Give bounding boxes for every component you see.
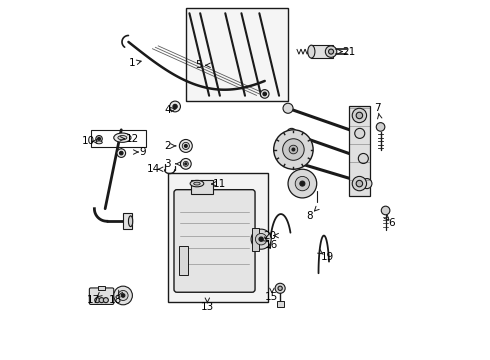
FancyBboxPatch shape bbox=[174, 190, 255, 292]
Circle shape bbox=[275, 283, 285, 293]
Circle shape bbox=[173, 104, 177, 109]
Bar bbox=[311, 45, 333, 58]
Bar bbox=[179, 246, 188, 275]
Circle shape bbox=[358, 153, 368, 163]
Circle shape bbox=[278, 286, 282, 291]
Bar bbox=[276, 301, 284, 307]
Text: 15: 15 bbox=[265, 292, 278, 302]
Circle shape bbox=[292, 148, 295, 151]
Circle shape bbox=[283, 139, 304, 160]
Circle shape bbox=[255, 233, 267, 245]
Text: 14: 14 bbox=[147, 164, 160, 174]
Circle shape bbox=[98, 137, 100, 140]
Circle shape bbox=[179, 139, 192, 152]
Circle shape bbox=[274, 130, 313, 169]
Bar bbox=[252, 228, 259, 251]
Ellipse shape bbox=[308, 45, 315, 58]
Text: 16: 16 bbox=[265, 239, 278, 249]
Ellipse shape bbox=[190, 180, 204, 187]
Circle shape bbox=[183, 161, 188, 166]
Circle shape bbox=[180, 158, 191, 169]
Text: 5: 5 bbox=[195, 60, 202, 70]
Circle shape bbox=[300, 181, 305, 186]
Circle shape bbox=[376, 123, 385, 131]
Circle shape bbox=[251, 229, 271, 249]
Text: 4: 4 bbox=[165, 105, 171, 115]
Circle shape bbox=[287, 129, 296, 138]
Circle shape bbox=[356, 180, 363, 187]
Bar bbox=[91, 130, 147, 147]
Circle shape bbox=[99, 298, 104, 303]
Circle shape bbox=[185, 163, 187, 165]
Circle shape bbox=[288, 169, 317, 198]
Circle shape bbox=[352, 176, 367, 191]
Circle shape bbox=[95, 298, 100, 303]
Text: 13: 13 bbox=[201, 302, 214, 312]
Ellipse shape bbox=[96, 141, 102, 144]
Circle shape bbox=[184, 144, 187, 147]
Circle shape bbox=[263, 92, 267, 96]
Circle shape bbox=[182, 142, 190, 149]
Circle shape bbox=[289, 145, 298, 154]
Bar bbox=[123, 213, 132, 229]
Circle shape bbox=[96, 135, 102, 142]
Circle shape bbox=[170, 101, 180, 112]
Circle shape bbox=[355, 129, 365, 138]
Circle shape bbox=[352, 108, 367, 123]
Text: 18: 18 bbox=[109, 295, 122, 305]
Ellipse shape bbox=[194, 182, 200, 185]
Circle shape bbox=[103, 298, 108, 303]
Text: 10: 10 bbox=[81, 136, 95, 146]
Circle shape bbox=[329, 49, 334, 54]
Text: 20: 20 bbox=[263, 231, 276, 240]
Text: 12: 12 bbox=[125, 134, 139, 144]
Text: 11: 11 bbox=[213, 179, 226, 189]
Circle shape bbox=[122, 294, 125, 297]
Bar bbox=[349, 107, 370, 196]
Circle shape bbox=[295, 176, 310, 191]
Circle shape bbox=[120, 151, 123, 155]
Bar bbox=[186, 8, 288, 101]
Text: 21: 21 bbox=[343, 46, 356, 57]
Text: 1: 1 bbox=[129, 58, 135, 68]
Ellipse shape bbox=[128, 216, 133, 226]
Circle shape bbox=[117, 149, 125, 157]
Text: 8: 8 bbox=[306, 211, 313, 221]
Text: 17: 17 bbox=[87, 295, 100, 305]
Circle shape bbox=[283, 103, 293, 113]
Circle shape bbox=[259, 237, 263, 241]
Text: 9: 9 bbox=[140, 147, 146, 157]
Bar bbox=[98, 286, 105, 290]
Text: 19: 19 bbox=[321, 252, 334, 262]
Circle shape bbox=[118, 291, 128, 301]
Bar bbox=[191, 180, 213, 194]
Circle shape bbox=[362, 179, 372, 189]
Circle shape bbox=[290, 157, 300, 167]
Circle shape bbox=[356, 112, 363, 119]
Ellipse shape bbox=[114, 133, 131, 142]
Text: 6: 6 bbox=[389, 218, 395, 228]
Ellipse shape bbox=[118, 135, 127, 140]
Text: 2: 2 bbox=[165, 141, 171, 151]
FancyBboxPatch shape bbox=[89, 288, 114, 305]
Circle shape bbox=[325, 46, 337, 57]
Circle shape bbox=[260, 90, 269, 98]
Circle shape bbox=[114, 286, 132, 305]
Circle shape bbox=[381, 206, 390, 215]
Text: 3: 3 bbox=[165, 159, 171, 169]
Bar bbox=[168, 173, 269, 302]
Text: 7: 7 bbox=[374, 103, 381, 113]
